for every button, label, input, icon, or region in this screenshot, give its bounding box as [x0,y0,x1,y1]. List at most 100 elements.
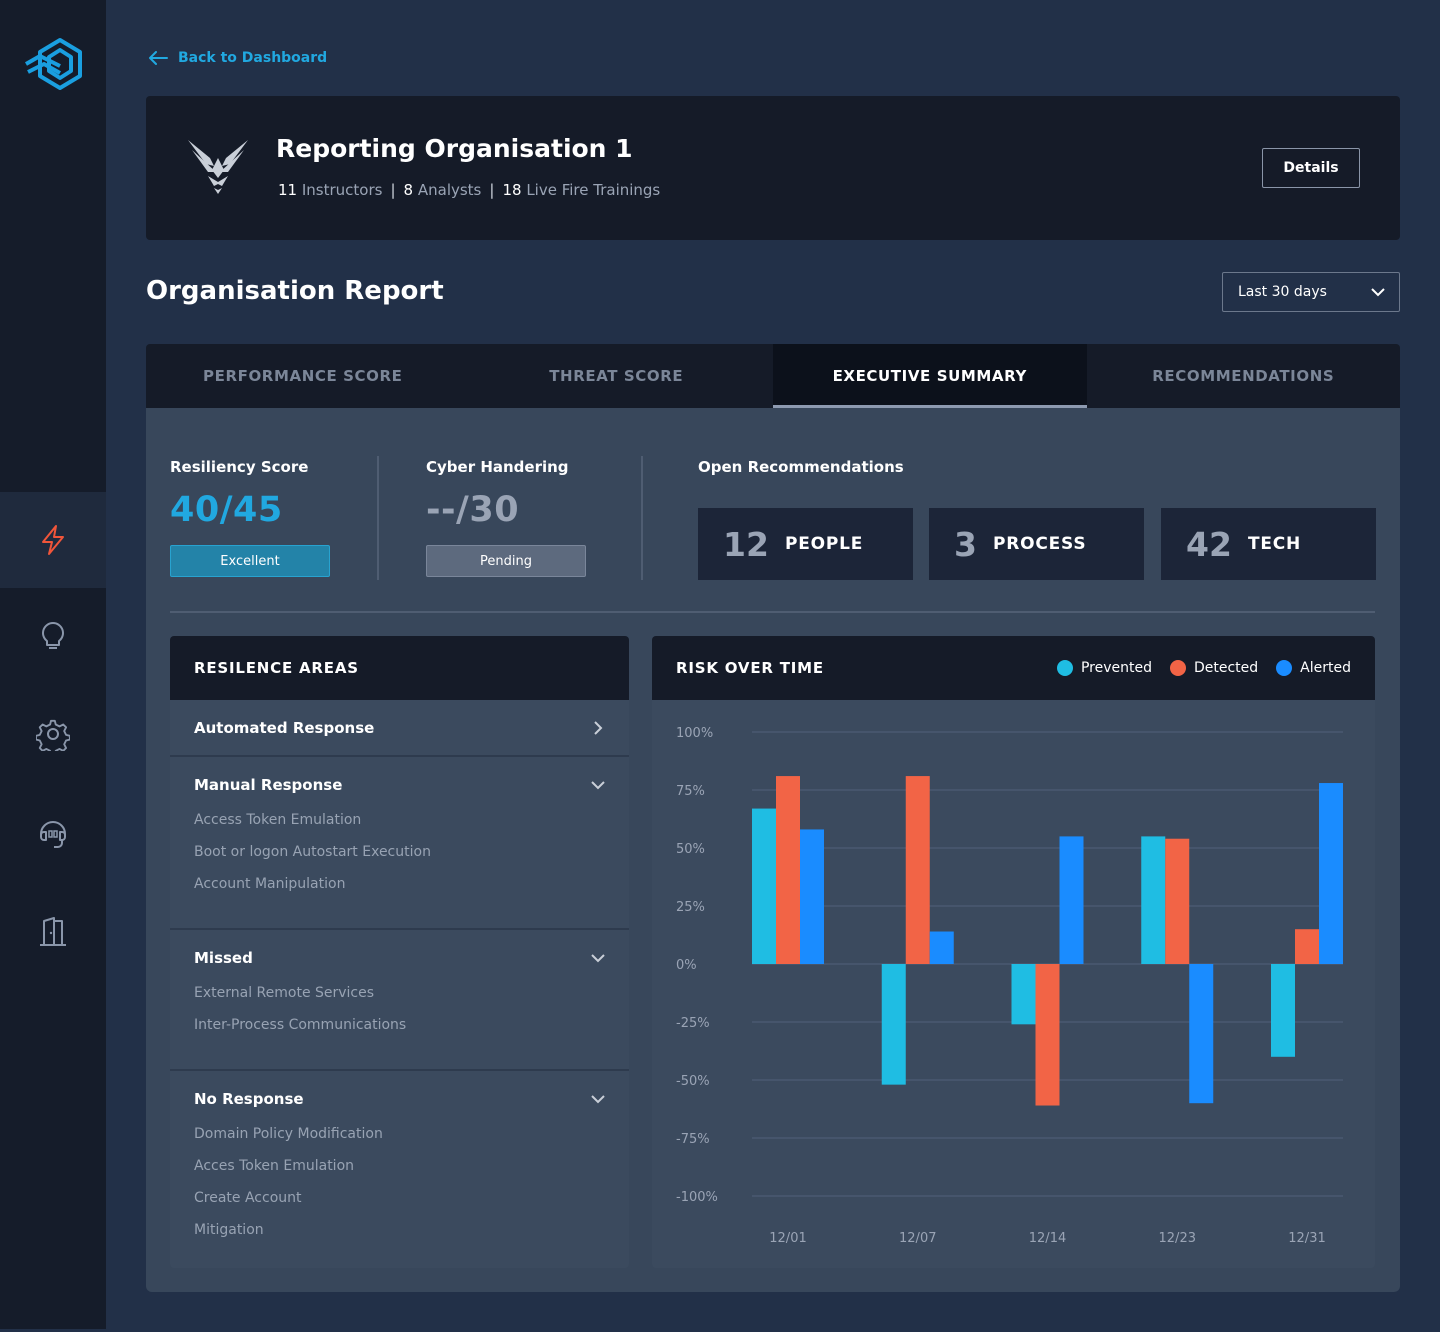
y-tick-label: -100% [676,1190,718,1205]
cyber-score: Cyber Handering --/30 Pending [426,458,586,577]
sidebar-item-support[interactable] [0,786,106,882]
date-range-select[interactable]: Last 30 days [1222,272,1400,312]
chevron-down-icon [591,1094,605,1103]
recommendation-tech[interactable]: 42 TECH [1161,508,1376,580]
arrow-left-icon [149,51,168,65]
resilience-section-name: Automated Response [194,718,375,737]
bar-detected [1295,929,1319,964]
brand-logo-icon[interactable] [22,36,84,92]
bar-alerted [1189,964,1214,1104]
resiliency-score-value: 40/45 [170,490,283,530]
cyber-status-badge: Pending [426,545,586,577]
resilience-technique[interactable]: Mitigation [194,1222,264,1238]
resilience-section-header[interactable]: Manual Response [194,757,605,812]
resilience-section-name: No Response [194,1089,304,1108]
gear-icon [36,719,70,751]
sidebar-item-logout[interactable] [0,884,106,980]
sidebar-item-settings[interactable] [0,686,106,782]
legend-item-prevented[interactable]: Prevented [1056,660,1152,676]
legend-label: Alerted [1300,660,1351,676]
y-tick-label: 100% [676,726,713,741]
resilience-technique[interactable]: Domain Policy Modification [194,1126,383,1142]
executive-summary-panel: Resiliency Score 40/45 Excellent Cyber H… [146,408,1400,1292]
resiliency-status-badge: Excellent [170,545,330,577]
recommendation-name: TECH [1247,534,1302,554]
legend-label: Detected [1193,660,1259,676]
analysts-count: 8 [403,181,414,199]
y-tick-label: 0% [676,958,697,973]
back-label: Back to Dashboard [178,50,328,66]
bar-detected [1165,838,1190,964]
x-tick-label: 12/14 [1029,1231,1066,1246]
divider [641,456,643,580]
chart-legend: Prevented Detected Alerted [1056,636,1351,700]
y-tick-label: -50% [676,1074,710,1089]
page-title: Organisation Report [146,276,444,306]
trainings-count: 18 [502,181,522,199]
open-recommendations-label: Open Recommendations [698,458,904,476]
resilience-areas-card: RESILENCE AREAS Automated Response Manua… [170,636,629,1268]
sidebar-item-performance[interactable] [0,492,106,588]
resilience-section-header[interactable]: No Response [194,1071,605,1126]
x-tick-label: 12/07 [899,1231,936,1246]
bar-detected [1035,964,1060,1106]
cyber-score-label: Cyber Handering [426,458,569,476]
resilience-technique[interactable]: Access Token Emulation [194,812,362,828]
bar-prevented [1271,964,1295,1057]
resilience-section-name: Manual Response [194,775,343,794]
legend-label: Prevented [1080,660,1152,676]
headset-icon [40,821,66,848]
resilience-section-missed: Missed External Remote Services Inter-Pr… [170,930,629,1071]
bar-detected [776,776,800,964]
resilience-technique[interactable]: Inter-Process Communications [194,1017,407,1033]
resilience-technique[interactable]: Create Account [194,1190,302,1206]
back-to-dashboard-link[interactable]: Back to Dashboard [148,50,327,66]
risk-over-time-card: RISK OVER TIME Prevented Detected Alerte… [652,636,1375,1268]
legend-item-alerted[interactable]: Alerted [1276,660,1351,676]
y-tick-label: 75% [676,784,705,799]
tab-recommendations[interactable]: RECOMMENDATIONS [1152,367,1335,385]
resilience-technique[interactable]: External Remote Services [194,985,375,1001]
chevron-down-icon [591,953,605,962]
resilience-section-header[interactable]: Automated Response [194,700,605,755]
legend-item-detected[interactable]: Detected [1169,660,1259,676]
instructors-label: Instructors [301,181,383,199]
section-divider [170,611,1375,613]
recommendation-count: 3 [954,524,977,564]
resilience-section-name: Missed [194,948,253,967]
resilience-technique[interactable]: Boot or logon Autostart Execution [194,844,431,860]
bar-prevented [1141,836,1166,964]
lightbulb-icon [42,622,64,649]
recommendation-people[interactable]: 12 PEOPLE [698,508,913,580]
risk-over-time-title: RISK OVER TIME [652,636,1375,700]
chevron-down-icon [591,780,605,789]
air-force-emblem-icon [188,140,248,194]
resilience-areas-title: RESILENCE AREAS [170,636,629,700]
resilience-technique[interactable]: Account Manipulation [194,876,346,892]
bar-alerted [929,931,954,964]
sidebar-item-insights[interactable] [0,588,106,684]
bar-prevented [1011,964,1036,1025]
report-tabs: PERFORMANCE SCORE THREAT SCORE EXECUTIVE… [146,344,1400,408]
tab-performance-score[interactable]: PERFORMANCE SCORE [203,367,403,385]
organisation-stats: 11 Instructors | 8 Analysts | 18 Live Fi… [278,181,660,199]
resilience-section-manual-response: Manual Response Access Token Emulation B… [170,757,629,930]
x-tick-label: 12/01 [769,1231,806,1246]
y-tick-label: -75% [676,1132,710,1147]
resilience-technique[interactable]: Acces Token Emulation [194,1158,355,1174]
y-tick-label: 25% [676,900,705,915]
recommendation-name: PEOPLE [784,534,864,554]
cyber-score-value: --/30 [426,490,520,530]
details-button[interactable]: Details [1262,148,1360,188]
tab-executive-summary[interactable]: EXECUTIVE SUMMARY [773,344,1087,408]
bar-prevented [881,964,906,1085]
legend-dot [1276,660,1293,676]
resilience-section-header[interactable]: Missed [194,930,605,985]
legend-dot [1169,660,1186,676]
bar-alerted [1319,783,1343,964]
tab-threat-score[interactable]: THREAT SCORE [549,367,684,385]
bar-alerted [800,829,824,964]
resiliency-score-label: Resiliency Score [170,458,309,476]
recommendation-process[interactable]: 3 PROCESS [929,508,1144,580]
stat-separator: | [489,181,495,199]
